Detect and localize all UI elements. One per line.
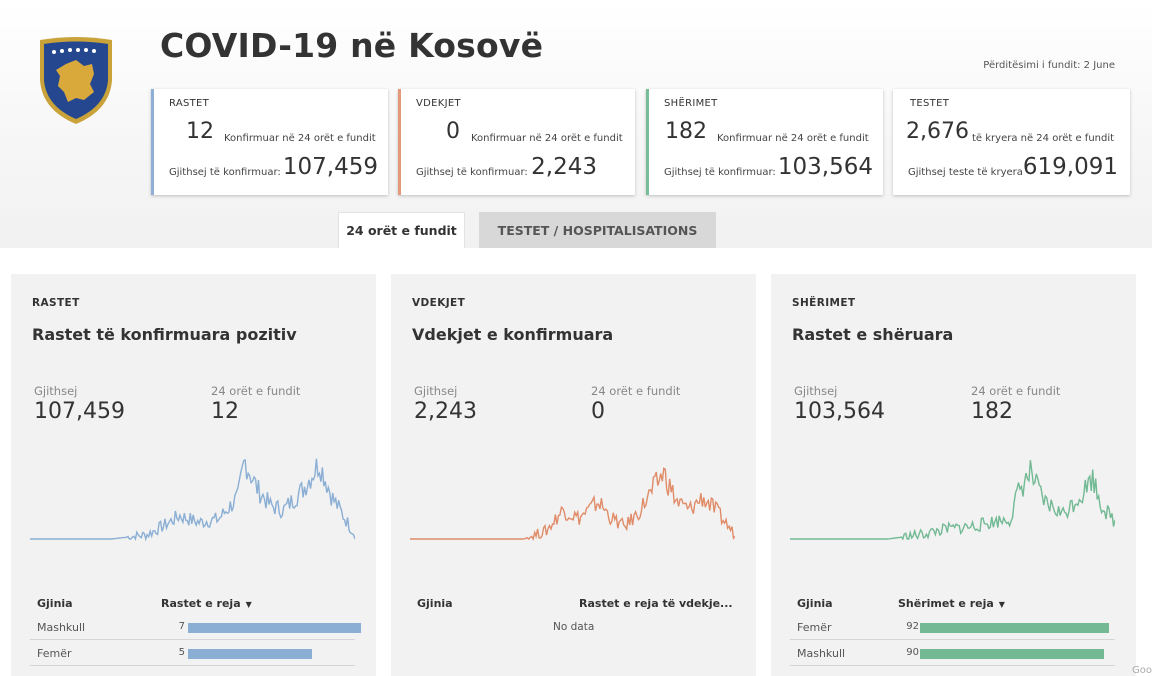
no-data-message: No data bbox=[553, 621, 595, 633]
last-24h-label: 24 orët e fundit bbox=[971, 384, 1061, 398]
panel-category: SHËRIMET bbox=[792, 297, 856, 309]
panel-sherimet: SHËRIMET Rastet e shëruara Gjithsej 24 o… bbox=[771, 274, 1136, 676]
page-title: COVID-19 në Kosovë bbox=[160, 26, 544, 65]
google-watermark: Goo bbox=[1132, 665, 1152, 676]
gender-column-header: Gjinia bbox=[37, 597, 73, 610]
table-row: Mashkull 7 bbox=[30, 614, 361, 640]
last-24h-value: 12 bbox=[211, 399, 239, 424]
table-row: Femër 5 bbox=[30, 640, 355, 666]
total-label: Gjithsej bbox=[414, 384, 458, 398]
kpi-total: 107,459 bbox=[282, 154, 378, 180]
panel-title: Vdekjet e konfirmuara bbox=[412, 325, 614, 344]
kpi-label: SHËRIMET bbox=[664, 98, 718, 109]
kpi-label: RASTET bbox=[169, 98, 210, 109]
row-value: 92 bbox=[906, 621, 919, 632]
kpi-number: 0 bbox=[446, 119, 460, 144]
kpi-total: 103,564 bbox=[777, 154, 873, 180]
row-bar bbox=[188, 649, 312, 659]
kpi-card-testet: TESTET 2,676 të kryera në 24 orët e fund… bbox=[893, 89, 1130, 195]
kpi-subtext: të kryera në 24 orët e fundit bbox=[972, 133, 1115, 144]
kpi-label: VDEKJET bbox=[416, 98, 461, 109]
kpi-subtext: Konfirmuar në 24 orët e fundit bbox=[471, 133, 623, 144]
last-24h-label: 24 orët e fundit bbox=[591, 384, 681, 398]
new-cases-column-header[interactable]: Rastet e reja ▼ bbox=[161, 597, 252, 610]
panel-title: Rastet të konfirmuara pozitiv bbox=[32, 325, 297, 344]
table-row: Femër 92 bbox=[790, 614, 1115, 640]
kpi-total-label: Gjithsej të konfirmuar: bbox=[416, 167, 528, 178]
kpi-subtext: Konfirmuar në 24 orët e fundit bbox=[224, 133, 376, 144]
panel-rastet: RASTET Rastet të konfirmuara pozitiv Gji… bbox=[11, 274, 376, 676]
sparkline-path bbox=[30, 458, 355, 542]
kpi-total-label: Gjithsej të konfirmuar: bbox=[169, 167, 281, 178]
sparkline-path bbox=[410, 467, 735, 541]
kpi-total: 619,091 bbox=[1022, 154, 1118, 180]
tab-tests-hospitalisations[interactable]: TESTET / HOSPITALISATIONS bbox=[479, 212, 716, 248]
kosovo-emblem-icon bbox=[40, 37, 112, 124]
sparkline-cases bbox=[30, 458, 355, 542]
kpi-total-label: Gjithsej të konfirmuar: bbox=[664, 167, 776, 178]
total-value: 107,459 bbox=[34, 399, 125, 424]
row-label: Mashkull bbox=[37, 621, 86, 634]
row-value: 7 bbox=[178, 621, 185, 632]
panel-category: RASTET bbox=[32, 297, 80, 309]
sparkline-recoveries bbox=[790, 460, 1115, 541]
last-updated: Përditësimi i fundit: 2 June bbox=[983, 60, 1115, 71]
kpi-card-rastet: RASTET 12 Konfirmuar në 24 orët e fundit… bbox=[151, 89, 388, 195]
sparkline-path bbox=[790, 460, 1115, 541]
new-recoveries-column-header[interactable]: Shërimet e reja ▼ bbox=[898, 597, 1005, 610]
sort-down-icon[interactable]: ▼ bbox=[245, 600, 252, 609]
last-24h-label: 24 orët e fundit bbox=[211, 384, 301, 398]
total-value: 2,243 bbox=[414, 399, 477, 424]
kpi-number: 12 bbox=[186, 119, 214, 144]
panel-category: VDEKJET bbox=[412, 297, 466, 309]
panel-title: Rastet e shëruara bbox=[792, 325, 954, 344]
total-label: Gjithsej bbox=[794, 384, 838, 398]
last-24h-value: 182 bbox=[971, 399, 1013, 424]
kpi-number: 2,676 bbox=[906, 119, 969, 144]
kpi-subtext: Konfirmuar në 24 orët e fundit bbox=[717, 133, 869, 144]
tab-24-hours[interactable]: 24 orët e fundit bbox=[338, 212, 465, 248]
kpi-card-sherimet: SHËRIMET 182 Konfirmuar në 24 orët e fun… bbox=[646, 89, 883, 195]
table-row: Mashkull 90 bbox=[790, 640, 1115, 666]
sort-down-icon[interactable]: ▼ bbox=[998, 600, 1005, 609]
kpi-total: 2,243 bbox=[531, 154, 597, 180]
row-value: 90 bbox=[906, 647, 919, 658]
last-24h-value: 0 bbox=[591, 399, 605, 424]
kpi-label: TESTET bbox=[910, 98, 950, 109]
row-bar bbox=[920, 623, 1109, 633]
row-bar bbox=[188, 623, 361, 633]
total-label: Gjithsej bbox=[34, 384, 78, 398]
sparkline-deaths bbox=[410, 467, 735, 541]
panel-vdekjet: VDEKJET Vdekjet e konfirmuara Gjithsej 2… bbox=[391, 274, 756, 676]
kpi-card-vdekjet: VDEKJET 0 Konfirmuar në 24 orët e fundit… bbox=[398, 89, 635, 195]
row-label: Mashkull bbox=[797, 647, 846, 660]
row-label: Femër bbox=[37, 647, 72, 660]
new-deaths-column-header[interactable]: Rastet e reja të vdekje... bbox=[579, 597, 733, 610]
kpi-total-label: Gjithsej teste të kryera bbox=[908, 167, 1023, 178]
gender-column-header: Gjinia bbox=[417, 597, 453, 610]
row-bar bbox=[920, 649, 1104, 659]
row-value: 5 bbox=[178, 647, 185, 658]
total-value: 103,564 bbox=[794, 399, 885, 424]
gender-column-header: Gjinia bbox=[797, 597, 833, 610]
kpi-number: 182 bbox=[665, 119, 707, 144]
row-label: Femër bbox=[797, 621, 832, 634]
